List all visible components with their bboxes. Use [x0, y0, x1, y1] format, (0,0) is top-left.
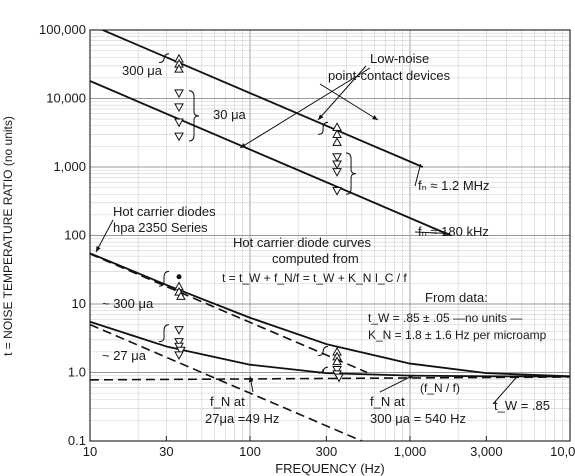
- data-point-triangle-up: [174, 63, 184, 73]
- leader-lownoise-1-arrowhead: [318, 114, 324, 120]
- y-axis-label: t = NOISE TEMPERATURE RATIO (no units): [1, 116, 15, 356]
- data-point-triangle-up: [332, 356, 342, 366]
- y-tick-label: 10,000: [46, 91, 86, 106]
- annotation-300ua-mid: ~ 300 μa: [102, 296, 154, 311]
- annotation-fn-at-27: f_N at: [210, 394, 245, 409]
- annotation-lines: [95, 53, 519, 405]
- data-point-triangle-up: [332, 137, 342, 146]
- tick-labels: 10 30 100 300 1,000 3,000 10,000 0.1 1.0 10 100 1,0…: [39, 22, 575, 459]
- data-point-triangle-down: [332, 365, 342, 375]
- y-tick-label: 100,000: [39, 22, 86, 37]
- series-layer: [90, 30, 570, 441]
- leader-fn-300-arrowhead: [408, 374, 414, 380]
- series-line-hc_27: [90, 320, 570, 378]
- leader-lownoise-3: [319, 83, 379, 121]
- annotation-fn-at-300: f_N at: [370, 394, 405, 409]
- data-point-triangle-down: [174, 351, 184, 361]
- x-tick-label: 100: [239, 444, 261, 459]
- data-point-triangle-up: [176, 291, 186, 300]
- annotation-30ua: 30 μa: [213, 107, 247, 122]
- x-tick-label: 3,000: [470, 444, 503, 459]
- x-axis-label: FREQUENCY (Hz): [275, 461, 385, 476]
- annotation-fn-1p2mhz: fₙ ≈ 1.2 MHz: [418, 178, 490, 193]
- leader-fn-180-arrowhead: [443, 230, 449, 236]
- data-point-triangle-down: [174, 89, 184, 99]
- x-tick-label: 10: [83, 444, 97, 459]
- grid: [90, 30, 570, 441]
- leader-lownoise-2-arrowhead: [240, 143, 246, 148]
- data-point-triangle-down: [174, 118, 184, 128]
- annotation-hot-carrier-1: Hot carrier diodes: [113, 204, 216, 219]
- marker-layer: [174, 53, 344, 383]
- annotation-300ua-top: 300 μa: [122, 63, 163, 78]
- annotation-low-noise-2: point-contact devices: [328, 68, 451, 83]
- y-tick-label: 10: [72, 296, 86, 311]
- data-point-triangle-down: [174, 326, 184, 335]
- data-point-triangle-down: [174, 132, 184, 142]
- data-point-triangle-down: [332, 168, 342, 177]
- series-line-hc_300: [90, 252, 570, 378]
- data-point-triangle-down: [174, 103, 184, 113]
- annotation-curves-2: computed from: [272, 251, 359, 266]
- annotation-fn-over-f: (f_N / f): [420, 381, 460, 395]
- leader-hot-carrier: [95, 219, 114, 253]
- x-tick-label: 1,000: [394, 444, 427, 459]
- brace-300ua-top: [158, 53, 170, 63]
- leader-hot-carrier-arrowhead: [96, 246, 101, 252]
- series-line-asym_27: [90, 323, 363, 441]
- leader-lownoise-3-arrowhead: [372, 115, 378, 120]
- x-tick-label: 300: [315, 444, 337, 459]
- leader-fn-300: [379, 374, 415, 393]
- leader-fn-27-arrowhead: [248, 376, 254, 383]
- brace-hc-300: [158, 270, 170, 287]
- annotation-fn-180khz: fₙ ≈ 180 kHz: [418, 224, 489, 239]
- leader-tw-85: [492, 375, 519, 405]
- annotation-tw-value: t_W = .85 ± .05 —no units —: [368, 311, 522, 325]
- annotation-fn-at-300-value: 300 μa = 540 Hz: [370, 411, 466, 426]
- y-tick-label: 100: [64, 228, 86, 243]
- data-point-triangle-down: [332, 153, 342, 163]
- annotation-formula: t = t_W + f_N/f = t_W + K_N I_C / f: [222, 271, 407, 285]
- annotation-kn-value: K_N = 1.8 ± 1.6 Hz per microamp: [368, 328, 547, 342]
- series-line-pc_1p2: [100, 30, 424, 168]
- series-line-tw: [90, 376, 570, 381]
- y-tick-label: 0.1: [68, 433, 86, 448]
- leader-fn-180: [414, 231, 449, 234]
- data-point-triangle-down: [332, 187, 342, 196]
- annotation-fn-at-27-value: 27μa =49 Hz: [205, 411, 279, 426]
- data-point-triangle-down: [332, 160, 342, 170]
- leader-lownoise-2: [239, 67, 371, 149]
- series-line-asym_300: [90, 253, 368, 374]
- annotation-from-data: From data:: [425, 290, 488, 305]
- x-tick-label: 10,000: [550, 444, 575, 459]
- annotation-tw-85: t_W = .85: [494, 398, 550, 413]
- brace-hc-27: [158, 324, 170, 343]
- leader-fn-1p2: [414, 163, 422, 187]
- annotation-low-noise-1: Low-noise: [370, 51, 429, 66]
- y-tick-label: 1,000: [53, 159, 86, 174]
- brace-hc-300-down: [318, 366, 329, 374]
- brace-pc-300-up: [318, 121, 329, 135]
- annotation-hot-carrier-2: hpa 2350 Series: [113, 220, 208, 235]
- plot-frame: [89, 29, 571, 442]
- x-tick-label: 30: [159, 444, 173, 459]
- y-tick-label: 1.0: [68, 365, 86, 380]
- brace-hc-300-up: [318, 345, 329, 357]
- data-point-triangle-down: [174, 338, 184, 347]
- data-point-triangle-down: [176, 346, 186, 356]
- data-point-triangle-down: [334, 373, 344, 383]
- brace-30ua: [188, 90, 200, 142]
- series-line-pc_180k: [90, 80, 452, 237]
- annotation-27ua: ~ 27 μa: [102, 348, 147, 363]
- data-point-dot: [176, 274, 182, 280]
- annotation-curves-1: Hot carrier diode curves: [233, 235, 371, 250]
